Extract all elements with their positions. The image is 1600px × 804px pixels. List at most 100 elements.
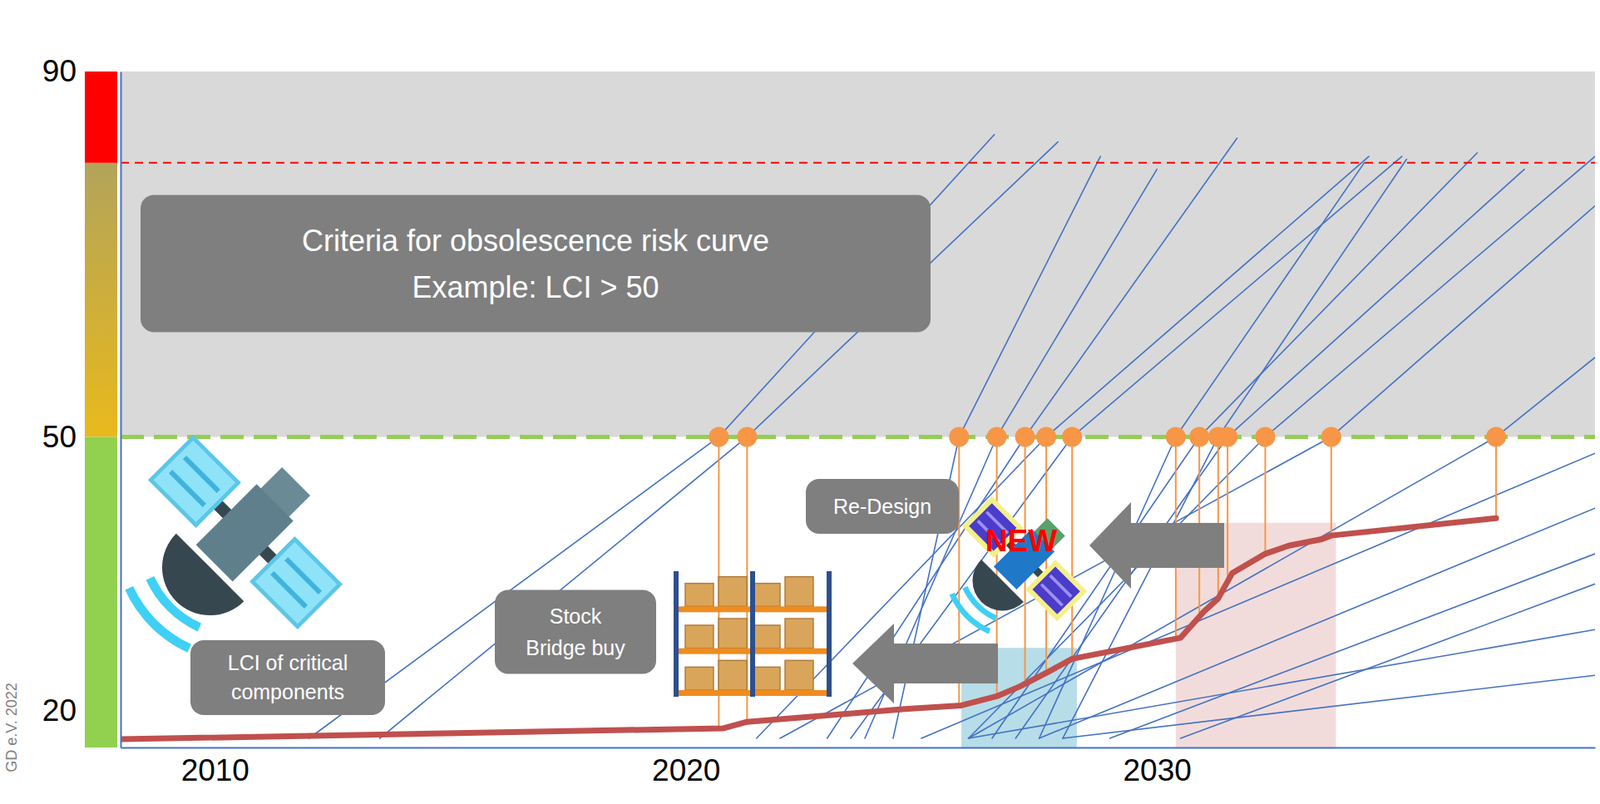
new-label: NEW <box>985 523 1057 559</box>
annotation-box-bg <box>140 195 931 333</box>
crossing-point <box>708 426 729 447</box>
annotation-box: Criteria for obsolescence risk curve Exam… <box>140 195 931 333</box>
x-tick-label: 2010 <box>181 753 250 788</box>
y-axis-line <box>120 72 123 749</box>
risk-scale <box>84 71 118 748</box>
x-tick: 2020 <box>651 747 721 788</box>
y-tick-label: 50 <box>42 419 77 455</box>
source-credit: GD e.V. 2022 <box>3 682 20 772</box>
annotation-text: Criteria for obsolescence risk curve <box>301 223 770 258</box>
satellite-panel <box>150 437 238 525</box>
x-tick: 2030 <box>1123 747 1192 788</box>
satellite-dish <box>142 533 244 636</box>
component-lci-line <box>1180 583 1596 739</box>
satellite-panel <box>1028 562 1084 618</box>
y-axis: 20 50 90 <box>42 54 122 748</box>
risk-band <box>120 71 1596 437</box>
stock-box <box>718 660 747 691</box>
stock-box <box>751 583 781 608</box>
annotation-box: Stock Bridge buy <box>494 590 657 675</box>
risk-scale-segment <box>84 162 118 438</box>
stock-box <box>718 577 747 608</box>
satellite-panel <box>251 538 340 627</box>
annotation-box: Re-Design <box>805 479 959 534</box>
component-lci-line <box>968 156 1596 739</box>
crossing-point <box>1036 426 1057 447</box>
satellite-panel-stripe <box>1050 575 1072 597</box>
threshold-line <box>120 162 1596 164</box>
satellite-signal <box>123 587 190 654</box>
crossing-point <box>1217 426 1238 447</box>
stock-box <box>685 583 714 608</box>
annotation-text: LCI of critical <box>227 651 348 675</box>
y-tick: 50 <box>42 419 121 455</box>
component-lci-line <box>1062 675 1596 739</box>
stock-box <box>785 660 814 691</box>
annotation-box-bg <box>494 590 657 675</box>
drop-line <box>1217 436 1220 598</box>
crossing-point <box>1189 426 1210 447</box>
satellite-panel-stripe <box>271 572 307 608</box>
crossing-point <box>987 426 1008 447</box>
obsolescence-risk-curve <box>120 518 1497 740</box>
crossing-point <box>1254 426 1275 447</box>
chart: 20 50 90 2010 2020 2030 Criteria for obsolesce… <box>0 0 1600 804</box>
plot-area <box>120 71 1596 748</box>
annotation-text: components <box>231 680 345 704</box>
drop-line <box>1495 436 1497 519</box>
stock-box <box>785 618 814 649</box>
annotation-text: Re-Design <box>833 494 932 519</box>
arrow <box>1089 502 1225 589</box>
risk-scale-segment <box>84 71 118 163</box>
satellite-dish <box>960 559 1024 623</box>
crossing-point <box>1165 426 1186 447</box>
crossing-point <box>1486 426 1507 447</box>
drop-line <box>1264 436 1266 554</box>
stock-box <box>751 625 781 649</box>
crossing-point <box>1321 426 1342 447</box>
shelf-upright <box>673 571 679 697</box>
crossing-point <box>736 426 757 447</box>
stock-box <box>685 666 714 691</box>
satellite-panel-stripe <box>170 471 205 506</box>
crossing-point <box>948 426 969 447</box>
x-tick-label: 2020 <box>651 753 721 788</box>
annotation-box-bg <box>190 640 386 716</box>
annotation-text: Stock <box>549 604 603 628</box>
satellite-signal <box>948 593 990 635</box>
component-lci-line <box>992 153 1477 739</box>
component-lci-line <box>921 453 1596 739</box>
arrow <box>852 623 998 704</box>
y-tick-label: 90 <box>42 54 77 89</box>
component-lci-line <box>1039 162 1365 739</box>
stock-box <box>718 618 747 649</box>
annotation-box: LCI of critical components <box>190 640 386 716</box>
crossing-point <box>1061 426 1082 447</box>
risk-scale-segment <box>84 436 118 748</box>
component-lci-line <box>968 629 1596 739</box>
drop-line <box>1226 436 1229 582</box>
shelf-upright <box>750 571 756 697</box>
component-lci-line <box>1110 553 1596 739</box>
x-axis: 2010 2020 2030 <box>121 747 1596 788</box>
annotation-text: Bridge buy <box>525 636 626 660</box>
x-axis-line <box>121 747 1596 750</box>
stock-shelf-icon <box>673 571 832 697</box>
crossing-point <box>1015 426 1036 447</box>
x-tick: 2010 <box>181 747 250 788</box>
annotation-box-bg <box>805 479 959 534</box>
satellite-panel-stripe <box>286 558 321 593</box>
y-tick: 90 <box>42 54 121 89</box>
annotation-text: Example: LCI > 50 <box>411 270 659 305</box>
satellite-body <box>196 483 294 582</box>
threshold-line <box>120 434 1596 440</box>
stock-box <box>685 625 714 649</box>
drop-line <box>1071 436 1073 659</box>
x-tick-label: 2030 <box>1123 753 1192 788</box>
shelf-upright <box>826 571 832 697</box>
satellite-panel-stripe <box>1041 584 1062 606</box>
y-tick-label: 20 <box>42 693 77 728</box>
satellite-panel-stripe <box>184 457 219 492</box>
drop-line <box>1330 436 1333 536</box>
y-tick: 20 <box>42 693 121 728</box>
